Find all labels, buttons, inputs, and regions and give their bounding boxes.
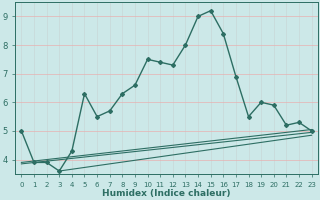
X-axis label: Humidex (Indice chaleur): Humidex (Indice chaleur) [102,189,231,198]
